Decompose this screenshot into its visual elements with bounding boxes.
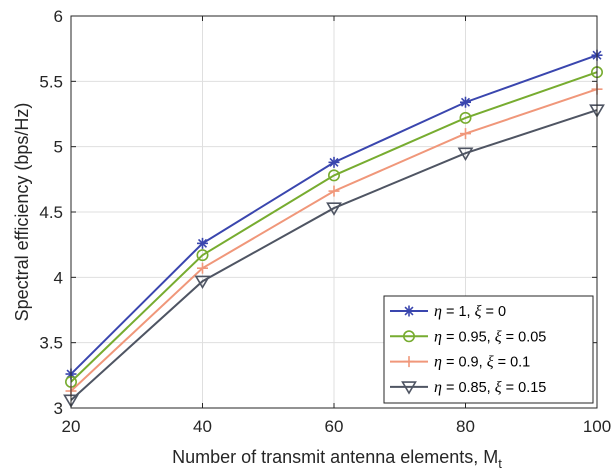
x-tick-label: 100 (583, 417, 611, 436)
axis-ticks (70, 15, 598, 409)
y-tick-label: 4 (54, 268, 63, 287)
x-tick-label: 20 (62, 417, 81, 436)
legend-eta-symbol: η (434, 354, 442, 371)
legend-item: η = 0.9, ξ = 0.1 (390, 354, 530, 371)
legend-eta-symbol: η (434, 328, 442, 345)
legend-xi-symbol: ξ (495, 328, 502, 345)
y-tick-labels: 3 3.5 4 4.5 5 5.5 6 (39, 7, 63, 418)
legend-xi-value: = 0.15 (502, 380, 547, 396)
legend: η = 1, ξ = 0η = 0.95, ξ = 0.05η = 0.9, ξ… (383, 295, 594, 404)
y-tick-label: 4.5 (39, 203, 63, 222)
legend-xi-value: = 0.05 (502, 329, 547, 345)
legend-xi-value: = 0.1 (494, 355, 531, 371)
x-tick-label: 60 (325, 417, 344, 436)
series-3-point (460, 128, 471, 140)
series-4-point (457, 147, 474, 161)
legend-eta-value: = 1, (442, 304, 475, 320)
y-tick-label: 6 (54, 7, 63, 26)
legend-xi-value: = 0 (481, 304, 506, 320)
legend-eta-value: = 0.9, (442, 355, 487, 371)
grid-lines (70, 15, 598, 409)
legend-item: η = 1, ξ = 0 (390, 303, 506, 320)
series-1-point (328, 156, 340, 168)
legend-label: η = 0.85, ξ = 0.15 (434, 379, 546, 396)
legend-box (383, 295, 594, 404)
series-2-point (196, 249, 209, 262)
x-tick-labels: 20 40 60 80 100 (62, 417, 611, 436)
x-tick-label: 40 (193, 417, 212, 436)
legend-label: η = 0.9, ξ = 0.1 (434, 354, 530, 371)
x-axis-label: Number of transmit antenna elements, Mt (172, 447, 502, 471)
legend-marker (403, 356, 415, 368)
x-tick-label: 80 (456, 417, 475, 436)
legend-eta-symbol: η (434, 379, 442, 396)
series-line-2 (70, 71, 598, 383)
series-line-4 (70, 109, 598, 401)
legend-label: η = 1, ξ = 0 (434, 303, 506, 320)
x-axis-label-subscript: t (498, 456, 502, 471)
y-tick-label: 5.5 (39, 72, 63, 91)
legend-xi-symbol: ξ (495, 379, 502, 396)
series-1-point (460, 96, 471, 108)
legend-item: η = 0.95, ξ = 0.05 (390, 328, 546, 345)
legend-eta-value: = 0.95, (442, 329, 495, 345)
legend-item: η = 0.85, ξ = 0.15 (390, 379, 546, 396)
legend-xi-symbol: ξ (475, 303, 482, 320)
y-tick-label: 5 (54, 138, 63, 157)
y-tick-label: 3.5 (39, 334, 63, 353)
y-tick-label: 3 (54, 399, 63, 418)
legend-marker (401, 381, 417, 395)
series-3-point (328, 185, 340, 197)
legend-label: η = 0.95, ξ = 0.05 (434, 328, 546, 345)
series-3-point (197, 262, 208, 274)
legend-xi-symbol: ξ (487, 354, 494, 371)
y-axis-label: Spectral efficiency (bps/Hz) (12, 103, 32, 322)
legend-marker (403, 305, 415, 317)
series-4-point (194, 275, 211, 290)
legend-eta-value: = 0.85, (442, 380, 495, 396)
series-1-point (197, 237, 208, 249)
series-2-point (327, 169, 340, 182)
series-4-point (326, 202, 342, 216)
legend-eta-symbol: η (434, 303, 442, 320)
series-2-point (459, 111, 472, 124)
legend-marker (402, 330, 415, 343)
